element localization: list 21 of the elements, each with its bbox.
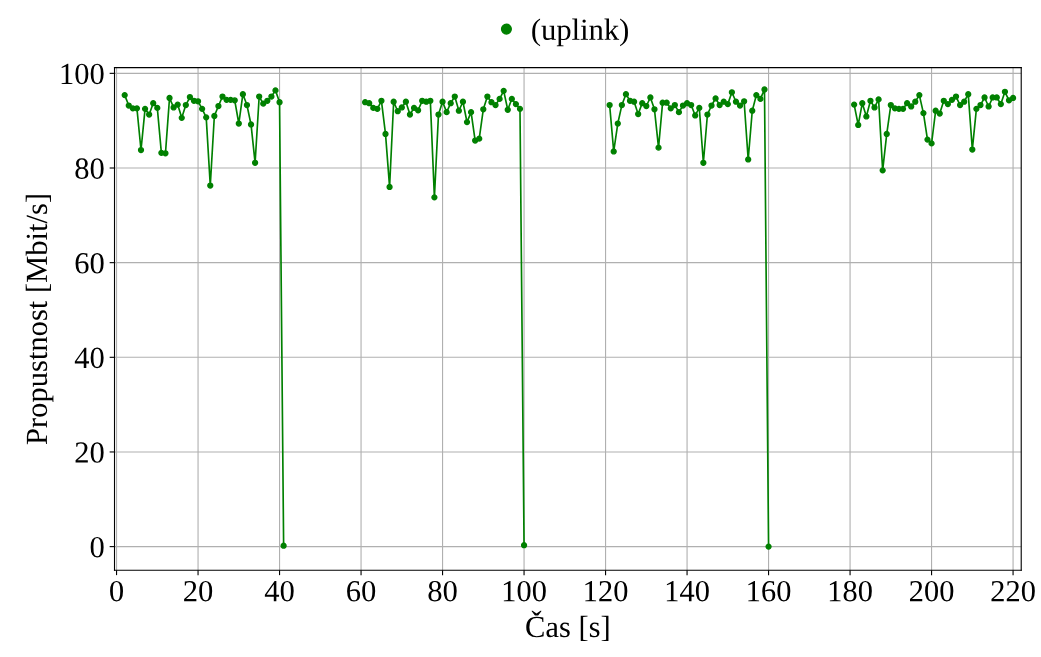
x-tick-label: 20	[184, 580, 213, 602]
x-axis-title: Čas [s]	[526, 610, 609, 642]
x-tick-label: 180	[829, 580, 872, 602]
x-tick-label: 160	[748, 580, 791, 602]
y-tick-label: 20	[75, 442, 104, 463]
x-tick-label: 0	[110, 580, 124, 602]
x-tick-label: 60	[347, 580, 376, 602]
x-tick-label: 200	[909, 580, 954, 602]
legend-label: (uplink)	[532, 18, 628, 47]
x-tick-label: 100	[503, 580, 546, 602]
y-tick-label: 40	[74, 347, 104, 369]
y-tick-label: 100	[61, 63, 104, 85]
y-tick-label: 80	[75, 158, 104, 179]
x-tick-label: 80	[428, 580, 457, 602]
x-tick-label: 140	[666, 580, 709, 602]
x-tick-label: 120	[585, 580, 628, 602]
y-tick-label: 0	[90, 536, 104, 558]
y-tick-label: 60	[75, 252, 104, 274]
x-tick-label: 40	[264, 580, 294, 602]
x-tick-label: 220	[991, 580, 1035, 602]
y-axis-title: Propustnost [Mbit/s]	[25, 195, 54, 445]
